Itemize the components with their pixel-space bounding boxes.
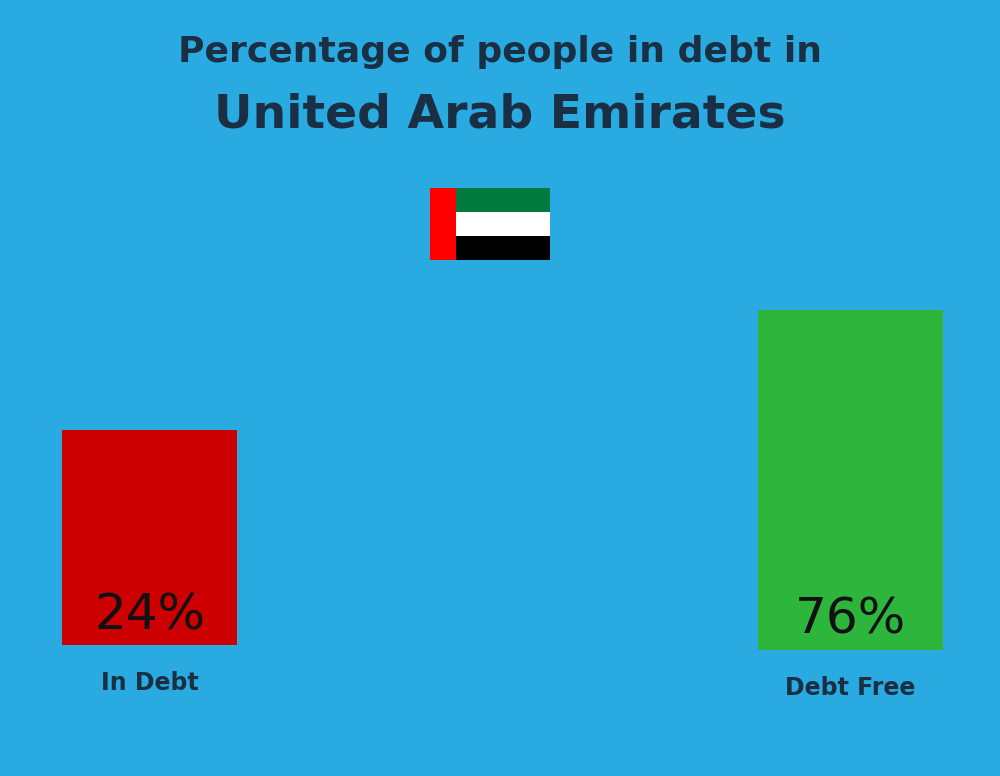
Bar [456,212,550,236]
Bar [456,188,550,212]
Text: United Arab Emirates: United Arab Emirates [214,92,786,137]
Text: In Debt: In Debt [101,671,198,695]
Text: Percentage of people in debt in: Percentage of people in debt in [178,35,822,69]
Bar [62,430,237,645]
Bar [758,310,943,650]
Text: 24%: 24% [94,591,205,639]
Bar [430,188,456,260]
Text: Debt Free: Debt Free [785,676,916,700]
Text: 76%: 76% [795,596,906,644]
Bar [456,236,550,260]
